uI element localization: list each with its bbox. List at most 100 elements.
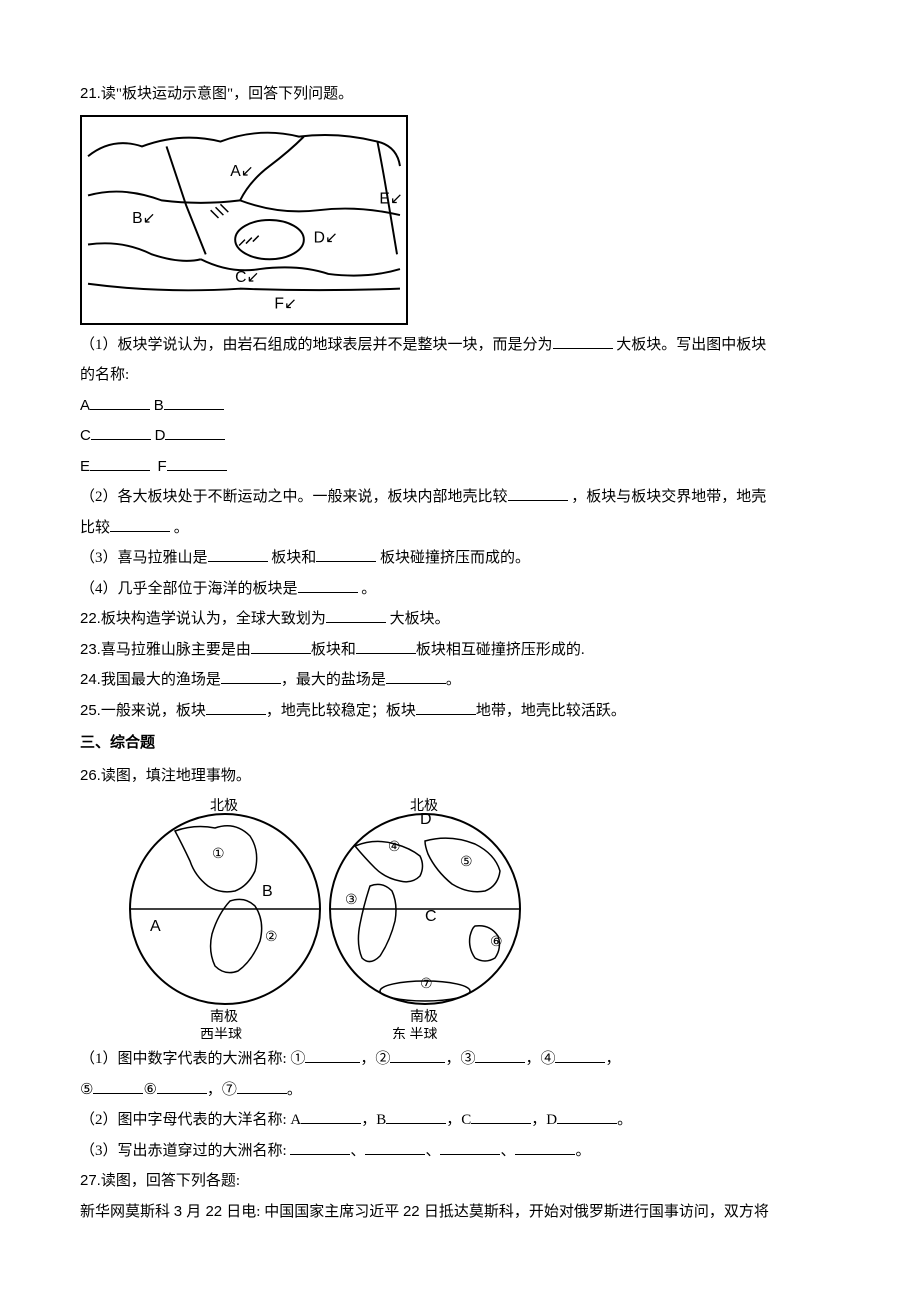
q26-intro-text: 读图，填注地理事物。 <box>101 768 251 784</box>
q21-sub3-mid: 板块和 <box>268 550 317 566</box>
q26-sub2-d: ，D <box>531 1112 557 1128</box>
q26-sub1-blank2[interactable] <box>390 1047 445 1064</box>
q26-number: 26. <box>80 767 101 784</box>
q27-date2: 22 日 <box>403 1203 439 1220</box>
q26-sub3-blank4[interactable] <box>515 1138 575 1155</box>
svg-text:②: ② <box>265 930 278 945</box>
q21-sub3-blank2[interactable] <box>316 546 376 563</box>
q26-sub2-blanka[interactable] <box>301 1108 361 1125</box>
q21-sub2-line2: 比较 。 <box>80 514 840 543</box>
svg-text:南极: 南极 <box>210 1009 238 1025</box>
blank-b[interactable] <box>164 393 224 410</box>
q26-sub2-b: ，B <box>361 1112 386 1128</box>
q26-sub1-blank5[interactable] <box>93 1077 143 1094</box>
blank-a[interactable] <box>90 393 150 410</box>
q22-suffix: 大板块。 <box>386 611 450 627</box>
q23-suffix: 板块相互碰撞挤压形成的. <box>416 642 585 658</box>
svg-text:东 半球: 东 半球 <box>392 1027 438 1039</box>
q21-sub2-prefix: （2）各大板块处于不断运动之中。一般来说，板块内部地壳比较 <box>80 489 508 505</box>
blank-d[interactable] <box>165 424 225 441</box>
svg-text:西半球: 西半球 <box>200 1027 242 1039</box>
svg-text:C↙: C↙ <box>235 268 259 285</box>
q22-number: 22. <box>80 610 101 627</box>
q25-mid: ，地壳比较稳定；板块 <box>266 703 416 719</box>
blank-e[interactable] <box>90 454 150 471</box>
svg-text:⑦: ⑦ <box>420 977 433 992</box>
svg-text:③: ③ <box>345 893 358 908</box>
q27-line2-mid1: 电: 中国国家主席习近平 <box>241 1204 403 1220</box>
q21-sub1-prefix: （1）板块学说认为，由岩石组成的地球表层并不是整块一块，而是分为 <box>80 337 553 353</box>
q23-mid: 板块和 <box>311 642 356 658</box>
q26-sub2-blankd[interactable] <box>557 1108 617 1125</box>
q24-blank2[interactable] <box>386 668 446 685</box>
q26-sub2-blankb[interactable] <box>386 1108 446 1125</box>
q27-number: 27. <box>80 1172 101 1189</box>
q21-sub2-line2-prefix: 比较 <box>80 520 110 536</box>
q25-suffix: 地带，地壳比较活跃。 <box>476 703 626 719</box>
q26-sub1-line2: ⑤⑥，⑦。 <box>80 1076 840 1105</box>
q24-line: 24.我国最大的渔场是，最大的盐场是。 <box>80 666 840 695</box>
q24-suffix: 。 <box>446 672 461 688</box>
q26-sub3-end: 。 <box>575 1143 590 1159</box>
q25-blank2[interactable] <box>416 698 476 715</box>
q21-number: 21. <box>80 85 101 102</box>
q21-sub3-suffix: 板块碰撞挤压而成的。 <box>376 550 530 566</box>
q26-sub1-blank3[interactable] <box>475 1047 525 1064</box>
q25-line: 25.一般来说，板块，地壳比较稳定；板块地带，地壳比较活跃。 <box>80 697 840 726</box>
q26-sub3-sep2: 、 <box>425 1143 440 1159</box>
q21-cd-line: C D <box>80 422 840 451</box>
q24-blank1[interactable] <box>221 668 281 685</box>
q26-sub2-c: ，C <box>446 1112 471 1128</box>
q23-blank1[interactable] <box>251 637 311 654</box>
q26-sub3-blank1[interactable] <box>290 1138 350 1155</box>
q26-sub1-end: 。 <box>287 1082 302 1098</box>
q27-intro: 27.读图，回答下列各题: <box>80 1167 840 1196</box>
q26-sub1-n5: ⑤ <box>80 1082 93 1098</box>
q21-sub2-blank1[interactable] <box>508 485 568 502</box>
q26-sub1-prefix: （1）图中数字代表的大洲名称: ① <box>80 1051 305 1067</box>
label-d: D <box>155 427 166 444</box>
label-c: C <box>80 427 91 444</box>
svg-text:E↙: E↙ <box>379 190 403 207</box>
q26-sub1-c7: ，⑦ <box>207 1082 237 1098</box>
q26-sub2-blankc[interactable] <box>471 1108 531 1125</box>
q23-number: 23. <box>80 641 101 658</box>
q21-sub3-prefix: （3）喜马拉雅山是 <box>80 550 208 566</box>
label-a: A <box>80 397 90 414</box>
q26-sub2-prefix: （2）图中字母代表的大洋名称: A <box>80 1112 301 1128</box>
q21-intro: 21.读"板块运动示意图"，回答下列问题。 <box>80 80 840 109</box>
q22-blank[interactable] <box>326 607 386 624</box>
blank-f[interactable] <box>167 454 227 471</box>
svg-text:F↙: F↙ <box>274 295 297 312</box>
q26-sub1-blank6[interactable] <box>157 1077 207 1094</box>
label-e: E <box>80 458 90 475</box>
q26-sub3-prefix: （3）写出赤道穿过的大洲名称: <box>80 1143 290 1159</box>
q21-sub3: （3）喜马拉雅山是 板块和 板块碰撞挤压而成的。 <box>80 544 840 573</box>
q26-sub1-blank7[interactable] <box>237 1077 287 1094</box>
blank-c[interactable] <box>91 424 151 441</box>
svg-text:①: ① <box>212 847 225 862</box>
q23-blank2[interactable] <box>356 637 416 654</box>
q21-sub1-blank1[interactable] <box>553 332 613 349</box>
svg-text:④: ④ <box>388 840 401 855</box>
svg-text:A↙: A↙ <box>230 162 254 179</box>
q21-sub4-blank[interactable] <box>298 576 358 593</box>
q21-sub4-suffix: 。 <box>358 581 377 597</box>
q26-sub1-blank1[interactable] <box>305 1047 360 1064</box>
q21-intro-text: 读"板块运动示意图"，回答下列问题。 <box>101 86 353 102</box>
section-3-title: 三、综合题 <box>80 729 840 758</box>
q21-sub2-blank2[interactable] <box>110 515 170 532</box>
q26-sub3-blank2[interactable] <box>365 1138 425 1155</box>
q22-prefix: 板块构造学说认为，全球大致划为 <box>101 611 326 627</box>
svg-text:A: A <box>150 918 161 935</box>
q26-sub1-blank4[interactable] <box>555 1047 605 1064</box>
q25-blank1[interactable] <box>206 698 266 715</box>
svg-text:C: C <box>425 908 437 925</box>
label-f: F <box>158 458 167 475</box>
q27-line2-suffix: 抵达莫斯科，开始对俄罗斯进行国事访问，双方将 <box>439 1204 769 1220</box>
q21-ef-line: E F <box>80 453 840 482</box>
plate-map-image: A↙ B↙ C↙ D↙ E↙ F↙ <box>80 115 408 325</box>
q25-number: 25. <box>80 702 101 719</box>
q21-sub3-blank1[interactable] <box>208 546 268 563</box>
q26-sub3-blank3[interactable] <box>440 1138 500 1155</box>
